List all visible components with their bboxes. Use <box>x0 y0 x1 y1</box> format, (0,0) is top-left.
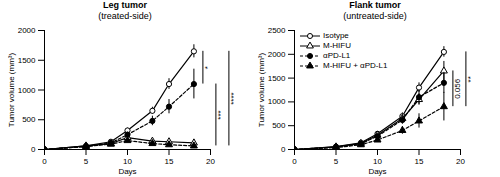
svg-text:0: 0 <box>31 145 36 154</box>
html-text:M-HIFU: M-HIFU <box>323 41 351 50</box>
html-text:Isotype: Isotype <box>323 31 349 40</box>
svg-text:1500: 1500 <box>268 74 286 83</box>
svg-text:5: 5 <box>334 157 339 166</box>
svg-text:1000: 1000 <box>268 97 286 106</box>
svg-text:500: 500 <box>272 121 286 130</box>
svg-text:10: 10 <box>123 157 132 166</box>
svg-text:Tumor volume (mm³): Tumor volume (mm³) <box>7 52 16 127</box>
svg-text:10: 10 <box>373 157 382 166</box>
html-text:Leg tumor: Leg tumor <box>103 0 147 10</box>
svg-text:0.056: 0.056 <box>453 78 462 99</box>
svg-text:2500: 2500 <box>268 26 286 35</box>
svg-text:20: 20 <box>456 157 465 166</box>
svg-text:0: 0 <box>42 157 47 166</box>
svg-text:**: ** <box>466 76 475 82</box>
svg-text:5: 5 <box>84 157 89 166</box>
html-text:αPD-L1: αPD-L1 <box>323 51 351 60</box>
svg-text:****: **** <box>229 92 238 104</box>
svg-text:*: * <box>203 66 212 69</box>
svg-text:2000: 2000 <box>268 50 286 59</box>
svg-text:15: 15 <box>415 157 424 166</box>
svg-text:15: 15 <box>165 157 174 166</box>
svg-text:Days: Days <box>118 167 136 176</box>
svg-text:20: 20 <box>206 157 215 166</box>
svg-text:Tumor volume (mm³): Tumor volume (mm³) <box>257 52 266 127</box>
svg-text:0: 0 <box>292 157 297 166</box>
svg-text:1500: 1500 <box>18 56 36 65</box>
html-text:(treated-side): (treated-side) <box>98 11 152 21</box>
svg-text:0: 0 <box>281 145 286 154</box>
html-text:(untreated-side): (untreated-side) <box>343 11 407 21</box>
svg-text:Days: Days <box>368 167 386 176</box>
svg-text:2000: 2000 <box>18 26 36 35</box>
html-text:M-HIFU + αPD-L1: M-HIFU + αPD-L1 <box>323 61 388 70</box>
svg-text:1000: 1000 <box>18 86 36 95</box>
svg-text:500: 500 <box>22 115 36 124</box>
svg-text:***: *** <box>216 110 225 119</box>
html-text:Flank tumor: Flank tumor <box>349 0 401 10</box>
